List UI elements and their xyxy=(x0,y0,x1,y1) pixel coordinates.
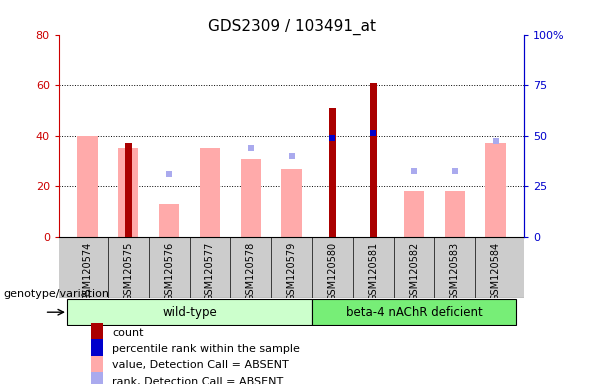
Text: GSM120574: GSM120574 xyxy=(82,242,92,301)
Bar xyxy=(445,192,465,237)
Text: GSM120582: GSM120582 xyxy=(409,242,419,301)
Bar xyxy=(118,149,138,237)
Text: GSM120579: GSM120579 xyxy=(287,242,296,301)
Text: percentile rank within the sample: percentile rank within the sample xyxy=(112,344,300,354)
Bar xyxy=(77,136,98,237)
Bar xyxy=(91,323,103,342)
Bar xyxy=(67,299,312,325)
Text: GSM120581: GSM120581 xyxy=(368,242,378,301)
Bar xyxy=(91,372,103,384)
Bar xyxy=(91,356,103,375)
Bar xyxy=(369,83,377,237)
Bar xyxy=(312,299,516,325)
Text: genotype/variation: genotype/variation xyxy=(3,289,109,299)
Title: GDS2309 / 103491_at: GDS2309 / 103491_at xyxy=(207,18,376,35)
Text: count: count xyxy=(112,328,144,338)
Text: GSM120584: GSM120584 xyxy=(491,242,501,301)
Text: GSM120576: GSM120576 xyxy=(164,242,174,301)
Text: value, Detection Call = ABSENT: value, Detection Call = ABSENT xyxy=(112,360,289,370)
Bar xyxy=(485,143,506,237)
Bar xyxy=(125,143,132,237)
Text: GSM120577: GSM120577 xyxy=(205,242,215,301)
Bar xyxy=(200,149,220,237)
Text: GSM120580: GSM120580 xyxy=(327,242,337,301)
Text: GSM120583: GSM120583 xyxy=(450,242,460,301)
Bar xyxy=(404,192,424,237)
Text: GSM120575: GSM120575 xyxy=(123,242,133,301)
Bar xyxy=(240,159,261,237)
Text: wild-type: wild-type xyxy=(162,306,217,319)
Bar xyxy=(159,204,179,237)
Bar xyxy=(91,339,103,359)
Text: rank, Detection Call = ABSENT: rank, Detection Call = ABSENT xyxy=(112,377,284,384)
Bar xyxy=(329,108,336,237)
Text: beta-4 nAChR deficient: beta-4 nAChR deficient xyxy=(346,306,482,319)
Text: GSM120578: GSM120578 xyxy=(246,242,256,301)
Bar xyxy=(282,169,302,237)
